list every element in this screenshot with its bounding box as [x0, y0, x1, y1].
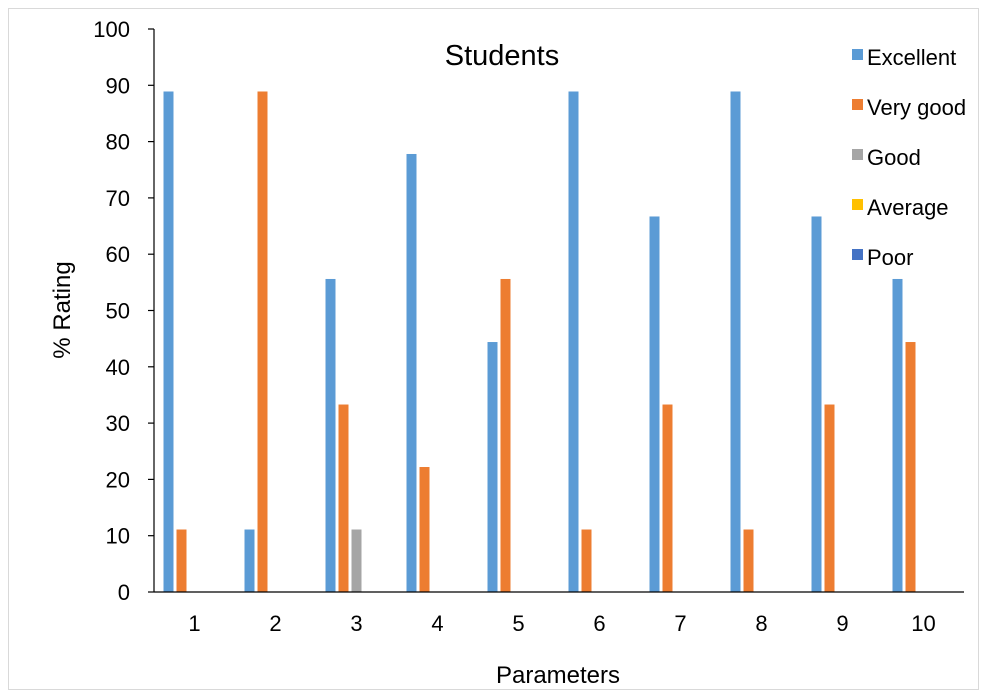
bar-excellent-9 — [811, 216, 822, 592]
x-tick-label: 8 — [755, 611, 767, 636]
legend-swatch — [852, 149, 863, 160]
bar-very-good-1 — [176, 529, 187, 592]
axes-layer: 0 10 20 30 40 50 60 70 80 90 100 1 2 3 4 5 6 7 8 9 10 — [93, 17, 964, 636]
legend-label: Poor — [867, 245, 913, 270]
y-tick-label: 100 — [93, 17, 130, 42]
x-tick-label: 5 — [512, 611, 524, 636]
bar-good-3 — [351, 529, 362, 592]
bar-very-good-10 — [905, 342, 916, 592]
bar-very-good-9 — [824, 404, 835, 592]
bar-excellent-4 — [406, 153, 417, 592]
y-tick-label: 40 — [106, 355, 130, 380]
bar-very-good-6 — [581, 529, 592, 592]
legend-label: Good — [867, 145, 921, 170]
legend-label: Excellent — [867, 45, 956, 70]
legend-label: Very good — [867, 95, 966, 120]
bar-excellent-7 — [649, 216, 660, 592]
x-tick-label: 9 — [836, 611, 848, 636]
legend-swatch — [852, 99, 863, 110]
legend-swatch — [852, 49, 863, 60]
y-tick-label: 0 — [118, 580, 130, 605]
bar-very-good-8 — [743, 529, 754, 592]
x-tick-label: 6 — [593, 611, 605, 636]
y-axis-title: % Rating — [49, 261, 76, 358]
bar-excellent-8 — [730, 91, 741, 593]
bar-very-good-4 — [419, 467, 430, 592]
y-tick-label: 50 — [106, 299, 130, 324]
bar-excellent-6 — [568, 91, 579, 593]
legend-swatch — [852, 249, 863, 260]
y-tick-label: 80 — [106, 130, 130, 155]
bar-very-good-7 — [662, 404, 673, 592]
bar-excellent-1 — [163, 91, 174, 593]
legend: Excellent Very good Good Average Poor — [852, 45, 966, 270]
bar-very-good-3 — [338, 404, 349, 592]
legend-swatch — [852, 199, 863, 210]
legend-label: Average — [867, 195, 949, 220]
x-tick-label: 10 — [911, 611, 935, 636]
bar-excellent-2 — [244, 529, 255, 592]
bar-excellent-3 — [325, 278, 336, 592]
bar-excellent-5 — [487, 342, 498, 592]
y-tick-label: 20 — [106, 467, 130, 492]
y-tick-label: 30 — [106, 411, 130, 436]
x-tick-label: 4 — [431, 611, 443, 636]
bar-very-good-5 — [500, 278, 511, 592]
bars-layer — [163, 91, 916, 593]
y-tick-label: 60 — [106, 242, 130, 267]
y-tick-label: 90 — [106, 73, 130, 98]
y-tick-label: 70 — [106, 186, 130, 211]
y-tick-label: 10 — [106, 524, 130, 549]
chart-title: Students — [445, 40, 559, 72]
x-tick-label: 7 — [674, 611, 686, 636]
bar-excellent-10 — [892, 278, 903, 592]
x-tick-label: 3 — [350, 611, 362, 636]
bar-very-good-2 — [257, 91, 268, 593]
x-tick-label: 1 — [188, 611, 200, 636]
x-tick-label: 2 — [269, 611, 281, 636]
x-axis-title: Parameters — [496, 662, 620, 689]
